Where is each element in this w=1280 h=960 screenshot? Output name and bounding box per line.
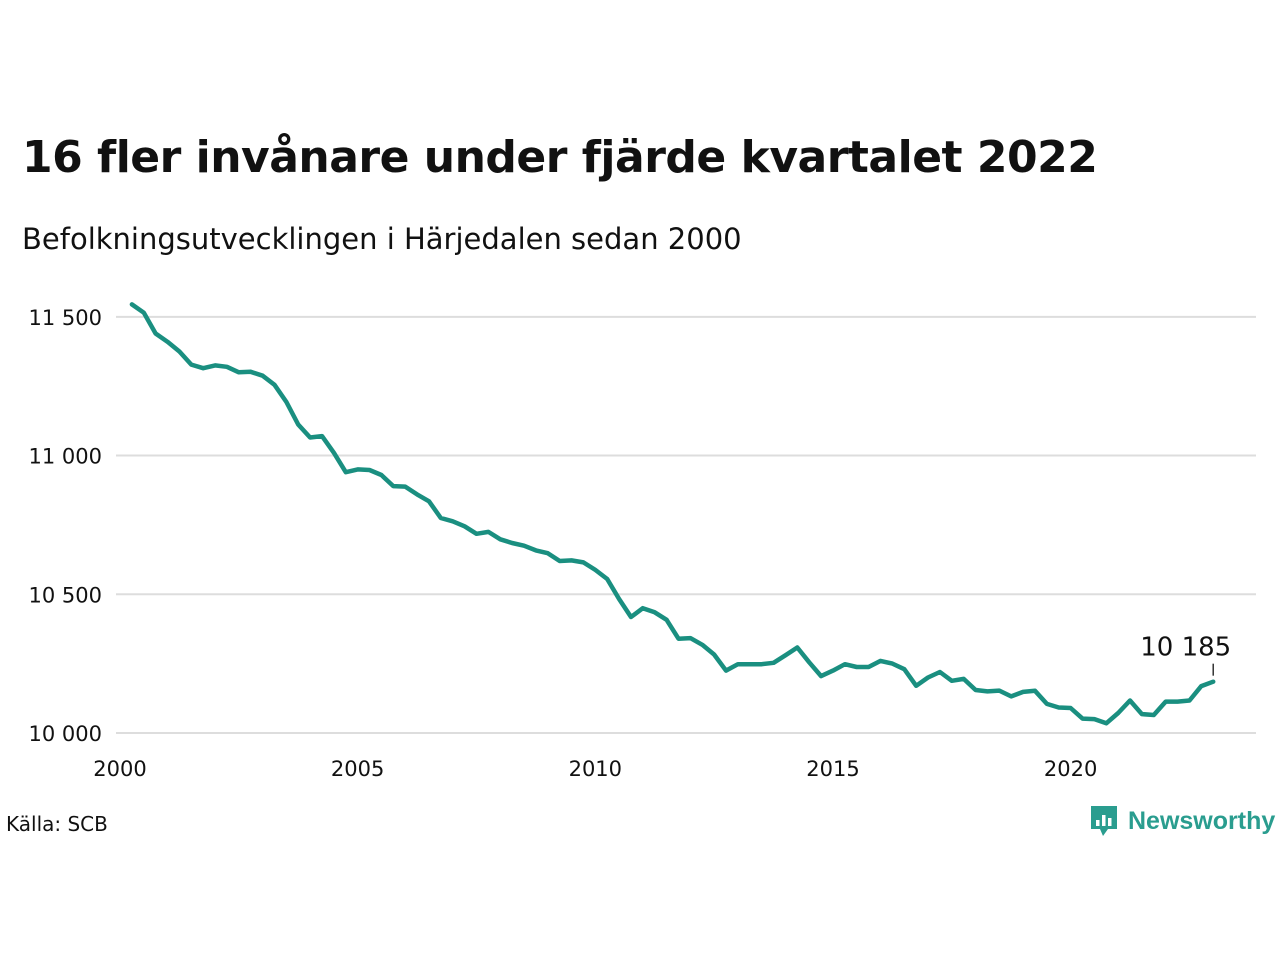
x-tick-label: 2000 — [93, 757, 146, 781]
x-tick-label: 2020 — [1044, 757, 1097, 781]
x-tick-label: 2005 — [331, 757, 384, 781]
chart-title: 16 fler invånare under fjärde kvartalet … — [22, 132, 1098, 183]
series-line — [129, 302, 1216, 726]
chart-subtitle: Befolkningsutvecklingen i Härjedalen sed… — [22, 222, 742, 256]
x-tick-label: 2010 — [569, 757, 622, 781]
x-axis-ticks: 2000 2005 2010 2015 2020 — [93, 757, 1097, 781]
end-value-annotation: 10 185 — [1140, 633, 1231, 676]
y-tick-label: 11 000 — [29, 445, 102, 469]
y-tick-label: 10 500 — [29, 583, 102, 607]
y-tick-label: 11 500 — [29, 306, 102, 330]
brand-logo[interactable]: Newsworthy — [1088, 803, 1275, 839]
y-axis-ticks: 10 000 10 500 11 000 11 500 — [29, 306, 102, 746]
gridlines — [116, 315, 1256, 734]
end-value-label: 10 185 — [1140, 633, 1231, 663]
newsworthy-logo-icon — [1091, 806, 1117, 836]
brand-name: Newsworthy — [1128, 806, 1276, 835]
y-tick-label: 10 000 — [29, 722, 102, 746]
source-note: Källa: SCB — [6, 812, 108, 836]
x-tick-label: 2015 — [806, 757, 859, 781]
population-series — [129, 302, 1216, 726]
